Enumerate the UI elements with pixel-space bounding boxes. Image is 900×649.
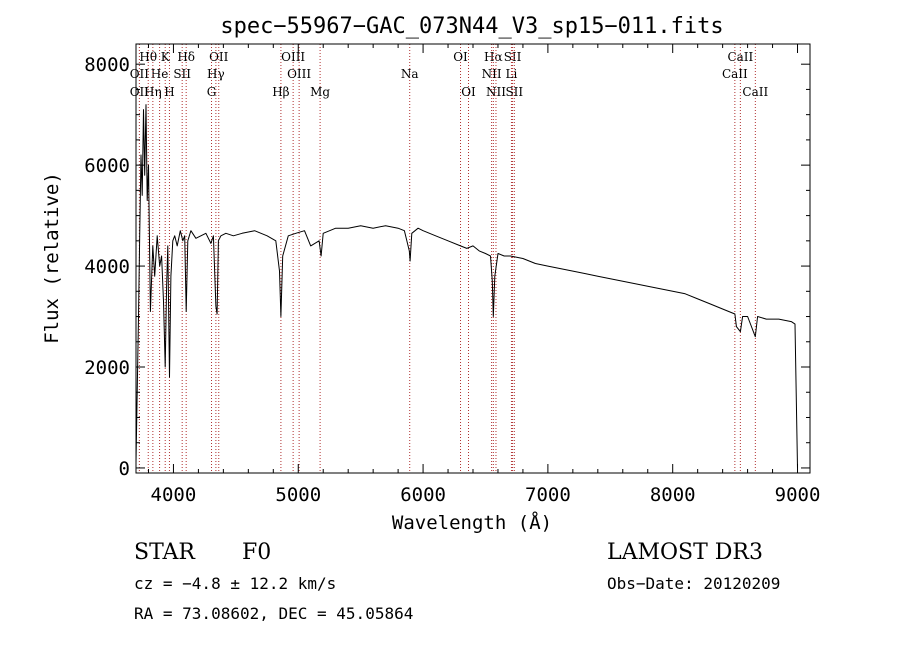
spectrum-chart: spec−55967−GAC_073N44_V3_sp15−011.fits H… — [41, 14, 821, 534]
survey-name: LAMOST DR3 — [607, 540, 763, 565]
x-tick-label: 8000 — [650, 484, 696, 506]
redshift-cz: cz = −4.8 ± 12.2 km/s — [134, 574, 337, 593]
line-label: Mg — [310, 85, 330, 99]
line-label: Hδ — [177, 50, 195, 64]
line-label: OI — [453, 50, 468, 64]
y-tick-label: 0 — [119, 458, 130, 480]
spectrum-line — [135, 104, 798, 469]
line-label: OIII — [281, 50, 305, 64]
line-label: Hθ — [139, 50, 157, 64]
line-label: CaII — [742, 85, 768, 99]
obs-date: Obs−Date: 20120209 — [607, 574, 781, 593]
x-tick-label: 4000 — [151, 484, 197, 506]
chart-title: spec−55967−GAC_073N44_V3_sp15−011.fits — [220, 14, 723, 39]
line-label: SII — [505, 85, 523, 99]
y-tick-label: 8000 — [84, 54, 130, 76]
line-label: Hη — [144, 85, 162, 99]
line-label: G — [207, 85, 217, 99]
x-tick-label: 5000 — [275, 484, 321, 506]
line-label: NII — [486, 85, 506, 99]
line-label: K — [161, 50, 171, 64]
line-label: Li — [506, 67, 518, 81]
y-tick-label: 6000 — [84, 155, 130, 177]
line-label: Hβ — [272, 85, 289, 99]
line-label: OI — [461, 85, 476, 99]
spectrum-series — [135, 104, 798, 469]
y-axis-label: Flux (relative) — [41, 172, 63, 344]
line-label: NII — [482, 67, 502, 81]
line-label: CaII — [727, 50, 753, 64]
x-tick-label: 6000 — [400, 484, 446, 506]
line-label: OII — [209, 50, 229, 64]
line-label: Hγ — [207, 67, 225, 81]
line-label: OIII — [287, 67, 311, 81]
object-type: STAR — [134, 540, 195, 565]
x-tick-label: 9000 — [775, 484, 821, 506]
subclass: F0 — [242, 540, 272, 565]
coordinates: RA = 73.08602, DEC = 45.05864 — [134, 604, 414, 623]
line-label: Na — [401, 67, 419, 81]
line-label: OII — [130, 85, 150, 99]
x-axis-label: Wavelength (Å) — [392, 511, 552, 534]
x-axis: 4000 5000 6000 7000 8000 9000 — [147, 44, 821, 506]
line-label: H — [164, 85, 174, 99]
line-label: SII — [173, 67, 191, 81]
line-label: OII — [130, 67, 150, 81]
y-tick-label: 2000 — [84, 357, 130, 379]
line-label: SII — [504, 50, 522, 64]
y-axis: 0 2000 4000 6000 8000 — [84, 54, 810, 480]
line-label: He — [151, 67, 169, 81]
line-label: CaII — [722, 67, 748, 81]
y-tick-label: 4000 — [84, 256, 130, 278]
line-label: Hα — [484, 50, 503, 64]
x-tick-label: 7000 — [525, 484, 571, 506]
plot-frame — [135, 43, 811, 474]
